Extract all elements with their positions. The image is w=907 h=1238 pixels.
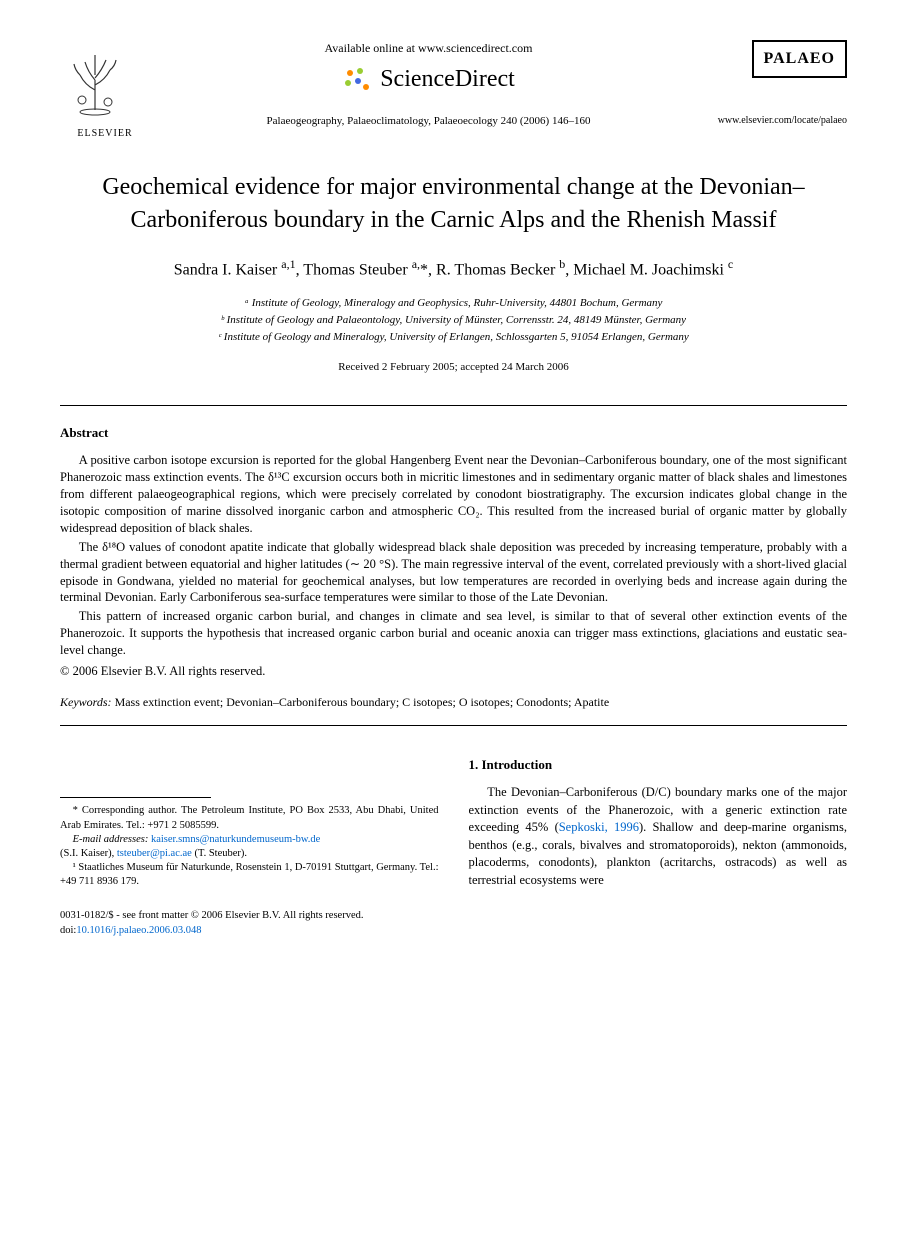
email1-who: (S.I. Kaiser),: [60, 848, 114, 859]
divider: [60, 405, 847, 406]
abstract-paragraph-2: The δ¹⁸O values of conodont apatite indi…: [60, 539, 847, 607]
sciencedirect-text: ScienceDirect: [380, 63, 515, 97]
author-list: Sandra I. Kaiser a,1, Thomas Steuber a,*…: [60, 256, 847, 282]
affiliation-a: ᵃ Institute of Geology, Mineralogy and G…: [60, 296, 847, 311]
doi-line: doi:10.1016/j.palaeo.2006.03.048: [60, 924, 847, 939]
page-header: ELSEVIER Available online at www.science…: [60, 40, 847, 141]
email2-who: (T. Steuber).: [194, 848, 247, 859]
footnote-1: ¹ Staatliches Museum für Naturkunde, Ros…: [60, 861, 439, 889]
header-center: Available online at www.sciencedirect.co…: [150, 40, 707, 130]
article-title: Geochemical evidence for major environme…: [60, 171, 847, 236]
intro-heading: 1. Introduction: [469, 756, 848, 774]
publisher-block: ELSEVIER: [60, 40, 150, 141]
journal-logo: PALAEO: [752, 40, 847, 78]
keywords-label: Keywords:: [60, 695, 112, 709]
journal-url: www.elsevier.com/locate/palaeo: [707, 114, 847, 128]
publisher-name: ELSEVIER: [60, 127, 150, 141]
intro-paragraph: The Devonian–Carboniferous (D/C) boundar…: [469, 784, 848, 889]
left-column: * Corresponding author. The Petroleum In…: [60, 756, 439, 889]
corr-author-text: * Corresponding author. The Petroleum In…: [60, 804, 439, 832]
abstract-paragraph-3: This pattern of increased organic carbon…: [60, 608, 847, 659]
keywords-line: Keywords: Mass extinction event; Devonia…: [60, 694, 847, 711]
journal-citation: Palaeogeography, Palaeoclimatology, Pala…: [150, 114, 707, 129]
footer-info: 0031-0182/$ - see front matter © 2006 El…: [60, 909, 847, 938]
email-link-1[interactable]: kaiser.smns@naturkundemuseum-bw.de: [151, 834, 320, 845]
email-link-2[interactable]: tsteuber@pi.ac.ae: [117, 848, 192, 859]
article-dates: Received 2 February 2005; accepted 24 Ma…: [60, 360, 847, 375]
right-column: 1. Introduction The Devonian–Carbonifero…: [469, 756, 848, 889]
abstract-copyright: © 2006 Elsevier B.V. All rights reserved…: [60, 663, 847, 681]
sciencedirect-logo: ScienceDirect: [150, 63, 707, 97]
email-attribution-1: (S.I. Kaiser), tsteuber@pi.ac.ae (T. Ste…: [60, 847, 439, 861]
affiliation-b: ᵇ Institute of Geology and Palaeontology…: [60, 313, 847, 328]
doi-link[interactable]: 10.1016/j.palaeo.2006.03.048: [76, 925, 201, 936]
elsevier-logo-icon: [60, 40, 130, 120]
abstract-paragraph-1: A positive carbon isotope excursion is r…: [60, 452, 847, 536]
abstract-heading: Abstract: [60, 424, 847, 442]
citation-link-sepkoski[interactable]: Sepkoski, 1996: [559, 820, 639, 834]
front-matter-line: 0031-0182/$ - see front matter © 2006 El…: [60, 909, 847, 924]
available-online-text: Available online at www.sciencedirect.co…: [150, 40, 707, 57]
divider: [60, 725, 847, 726]
sd-dots-icon: [342, 65, 372, 95]
journal-block: PALAEO www.elsevier.com/locate/palaeo: [707, 40, 847, 128]
keywords-text: Mass extinction event; Devonian–Carbonif…: [112, 695, 610, 709]
corresponding-author-footnote: * Corresponding author. The Petroleum In…: [60, 804, 439, 889]
email-line: E-mail addresses: kaiser.smns@naturkunde…: [60, 833, 439, 847]
two-column-body: * Corresponding author. The Petroleum In…: [60, 756, 847, 889]
affiliation-c: ᶜ Institute of Geology and Mineralogy, U…: [60, 330, 847, 345]
doi-label: doi:: [60, 925, 76, 936]
footnote-divider: [60, 797, 211, 798]
email-label: E-mail addresses:: [73, 834, 149, 845]
